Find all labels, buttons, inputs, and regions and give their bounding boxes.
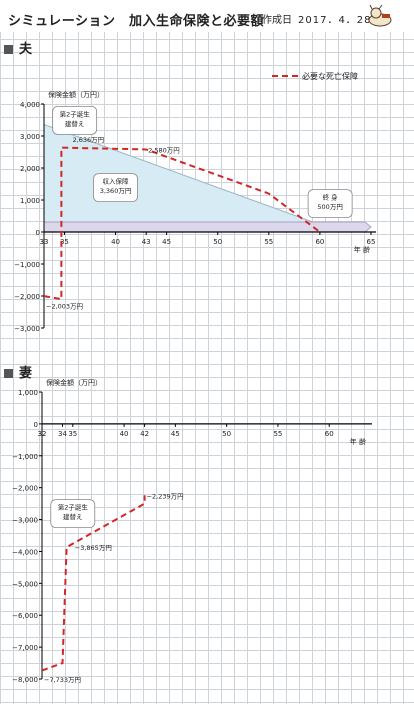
callout-text: 建替え (63, 512, 83, 521)
x-axis-label: 年 齢 (354, 245, 370, 254)
value-label: −2,003万円 (46, 303, 83, 311)
y-tick-label: −3,000 (14, 325, 40, 333)
created-date: 2017．4．28 (298, 15, 372, 26)
y-axis-label: 保険金額（万円） (46, 378, 102, 387)
x-tick-label: 35 (68, 430, 77, 438)
callout-text: 500万円 (317, 203, 342, 211)
callout-text: 3,360万円 (100, 187, 132, 195)
y-tick-label: 3,000 (20, 133, 40, 141)
y-tick-label: 2,000 (20, 165, 40, 173)
section-husband: 夫 (4, 38, 32, 57)
callout-box (50, 499, 96, 529)
value-label: −7,733万円 (44, 676, 81, 684)
header-bar: シミュレーション 加入生命保険と必要額 作成日 2017．4．28 (0, 0, 414, 32)
value-label: 2,636万円 (73, 136, 105, 144)
y-tick-label: −5,000 (12, 580, 38, 588)
y-tick-label: −1,000 (12, 453, 38, 461)
value-label: −3,865万円 (75, 544, 112, 552)
section-wife: 妻 (4, 362, 32, 381)
legend-label: 必要な死亡保障 (302, 71, 358, 81)
x-tick-label: 40 (120, 430, 129, 438)
required-coverage-line (41, 495, 146, 672)
created-label: 作成日 (262, 15, 292, 26)
callout-box (307, 189, 353, 219)
y-tick-label: 1,000 (20, 197, 40, 205)
x-tick-label: 45 (162, 238, 171, 246)
value-label: 2,580万円 (148, 146, 180, 154)
mascot-icon (368, 4, 392, 27)
callout-text: 第2子誕生 (58, 503, 89, 512)
x-tick-label: 45 (171, 430, 180, 438)
y-tick-label: −1,000 (14, 261, 40, 269)
y-tick-label: 1,000 (18, 389, 38, 397)
y-tick-label: −8,000 (12, 676, 38, 684)
y-tick-label: −2,000 (12, 485, 38, 493)
y-tick-label: −3,000 (12, 517, 38, 525)
y-tick-label: 0 (36, 229, 40, 237)
x-tick-label: 55 (264, 238, 273, 246)
x-tick-label: 32 (38, 430, 47, 438)
callout-text: 建替え (65, 119, 85, 128)
y-tick-label: −7,000 (12, 644, 38, 652)
x-tick-label: 42 (140, 430, 149, 438)
y-axis-label: 保険金額（万円） (48, 90, 104, 99)
x-tick-label: 60 (315, 238, 324, 246)
callout-box (52, 106, 98, 135)
value-label: −2,239万円 (147, 492, 184, 500)
x-tick-label: 34 (58, 430, 67, 438)
x-tick-label: 50 (213, 238, 222, 246)
x-tick-label: 40 (111, 238, 120, 246)
x-tick-label: 35 (60, 238, 69, 246)
x-tick-label: 33 (40, 238, 49, 246)
y-tick-label: −2,000 (14, 293, 40, 301)
y-tick-label: 4,000 (20, 101, 40, 109)
x-tick-label: 43 (142, 238, 151, 246)
y-tick-label: 0 (34, 421, 38, 429)
y-tick-label: −6,000 (12, 612, 38, 620)
required-coverage-line (43, 146, 321, 301)
y-tick-label: −4,000 (12, 548, 38, 556)
callout-text: 収入保障 (103, 177, 130, 186)
callout-box (93, 173, 138, 203)
page-title: シミュレーション 加入生命保険と必要額 (8, 14, 264, 29)
x-tick-label: 60 (325, 430, 334, 438)
x-tick-label: 50 (222, 430, 231, 438)
callout-text: 終 身 (323, 193, 339, 202)
x-tick-label: 55 (273, 430, 282, 438)
callout-text: 第2子誕生 (60, 109, 91, 118)
x-tick-label: 65 (367, 238, 376, 246)
x-axis-label: 年 齢 (350, 437, 366, 446)
